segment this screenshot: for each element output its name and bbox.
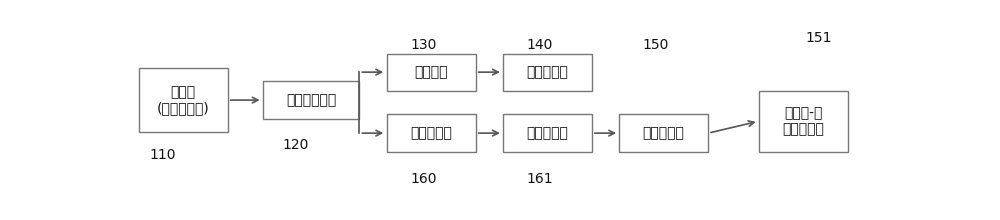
Bar — [263, 81, 359, 119]
Text: 160: 160 — [410, 172, 437, 186]
Text: 计算机
(含控制软件): 计算机 (含控制软件) — [157, 85, 210, 115]
Bar — [503, 53, 592, 91]
Text: 换能器-头
皮耦合模块: 换能器-头 皮耦合模块 — [782, 106, 824, 136]
Text: 脑电系统: 脑电系统 — [414, 65, 448, 79]
Text: 150: 150 — [643, 38, 669, 52]
Text: 同步控制模块: 同步控制模块 — [286, 93, 336, 107]
Bar — [619, 114, 708, 152]
Text: 130: 130 — [410, 38, 437, 52]
Text: 射频放大器: 射频放大器 — [526, 126, 568, 140]
Bar — [387, 114, 476, 152]
Text: 120: 120 — [282, 138, 309, 152]
Text: 信号发生器: 信号发生器 — [410, 126, 452, 140]
Bar — [139, 68, 228, 132]
Bar — [503, 114, 592, 152]
Text: 140: 140 — [526, 38, 553, 52]
Text: 161: 161 — [526, 172, 553, 186]
Text: 信号接收端: 信号接收端 — [526, 65, 568, 79]
Bar — [759, 91, 848, 152]
Text: 151: 151 — [805, 31, 832, 45]
Text: 110: 110 — [149, 148, 175, 162]
Text: 超声换能器: 超声换能器 — [643, 126, 685, 140]
Bar — [387, 53, 476, 91]
